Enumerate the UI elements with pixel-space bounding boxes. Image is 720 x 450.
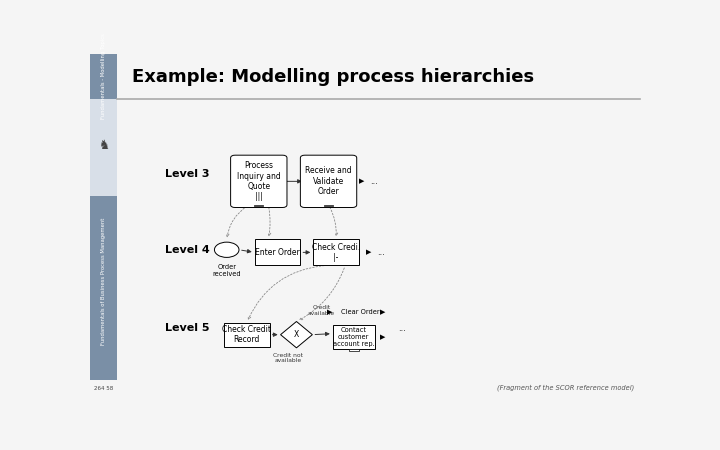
Text: Credit
available: Credit available [308, 305, 335, 315]
Text: X: X [294, 330, 299, 339]
Text: ♞: ♞ [98, 140, 109, 152]
Text: Receive and
Validate
Order: Receive and Validate Order [305, 166, 352, 196]
Bar [324, 205, 333, 207]
Text: ▶: ▶ [380, 309, 385, 315]
Text: 264 58: 264 58 [94, 386, 113, 391]
Bar [313, 239, 359, 266]
Text: Fundamentals - Modelling Topics: Fundamentals - Modelling Topics [101, 34, 106, 119]
Bar [90, 196, 117, 380]
Text: Check Credit
Record: Check Credit Record [222, 325, 271, 344]
Text: Clear Order: Clear Order [341, 309, 379, 315]
Bar [254, 205, 264, 207]
Text: Process
Inquiry and
Quote
|||: Process Inquiry and Quote ||| [237, 161, 281, 202]
Text: ...: ... [370, 177, 378, 186]
Text: ▶: ▶ [380, 334, 385, 340]
Bar [90, 99, 117, 196]
Text: Enter Order: Enter Order [255, 248, 300, 257]
Text: ▶: ▶ [327, 309, 333, 315]
Text: Contact
customer
account rep.: Contact customer account rep. [333, 327, 374, 347]
Text: ▶: ▶ [366, 249, 371, 255]
Text: (Fragment of the SCOR reference model): (Fragment of the SCOR reference model) [497, 384, 634, 391]
Text: Level 3: Level 3 [166, 169, 210, 179]
Text: ...: ... [377, 248, 384, 257]
Text: ▶: ▶ [359, 178, 364, 184]
Text: Check Credi.
|-: Check Credi. |- [312, 243, 360, 262]
FancyBboxPatch shape [300, 155, 356, 207]
Circle shape [215, 242, 239, 257]
Text: Fundamentals of Business Process Management: Fundamentals of Business Process Managem… [101, 217, 106, 345]
Text: Level 5: Level 5 [166, 323, 210, 333]
Bar [333, 325, 374, 349]
Text: Example: Modelling process hierarchies: Example: Modelling process hierarchies [132, 68, 534, 86]
Text: Credit not
available: Credit not available [273, 353, 303, 364]
Bar [224, 323, 270, 347]
Polygon shape [281, 321, 312, 348]
Text: Order
received: Order received [212, 264, 241, 277]
Text: ...: ... [398, 324, 406, 333]
Bar [255, 239, 300, 266]
FancyBboxPatch shape [230, 155, 287, 207]
Bar [90, 54, 117, 99]
Bar [348, 349, 359, 351]
Text: Level 4: Level 4 [166, 245, 210, 255]
